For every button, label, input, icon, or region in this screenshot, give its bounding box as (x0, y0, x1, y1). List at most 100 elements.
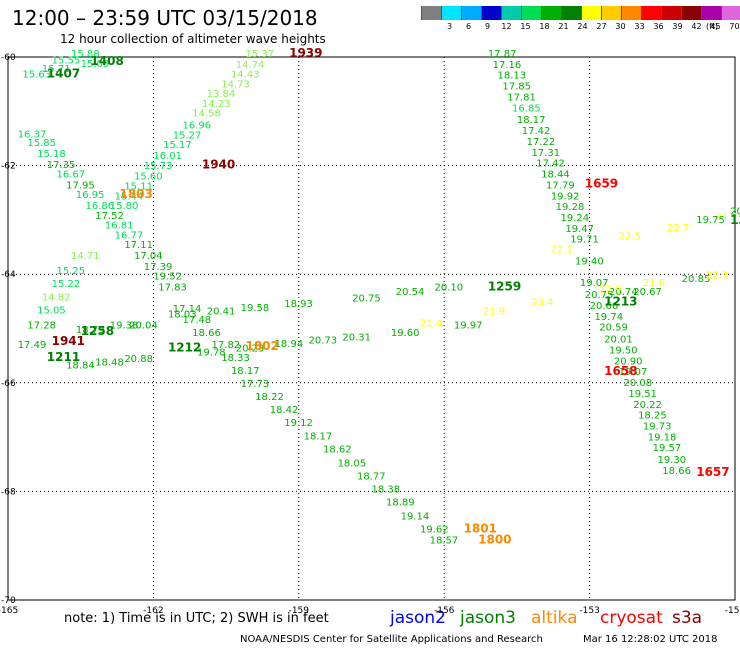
wave-height-label: 16.37 (18, 129, 47, 140)
wave-height-label: 19.60 (391, 328, 420, 339)
wave-height-label: 15.25 (56, 266, 85, 277)
wave-height-label: 15.05 (37, 305, 66, 316)
x-tick-label: -162 (143, 606, 163, 616)
wave-height-label: 16.01 (153, 151, 182, 162)
wave-height-label: 13.84 (207, 89, 236, 100)
wave-height-label: 20.10 (435, 282, 464, 293)
wave-height-label: 15.44 (115, 191, 144, 202)
satellite-jason2: jason2 (390, 608, 446, 628)
legend-swatch (441, 6, 461, 20)
wave-height-label: 19.40 (575, 256, 604, 267)
wave-height-label: 18.03 (168, 310, 197, 321)
wave-height-label: 20.88 (124, 354, 153, 365)
legend-label: 6 (465, 22, 472, 31)
wave-height-label: 20.41 (207, 306, 236, 317)
wave-height-label: 20.74 (609, 287, 638, 298)
wave-height-label: 17.28 (27, 321, 56, 332)
pass-time-label: 1800 (478, 533, 511, 547)
wave-height-label: 16.86 (86, 201, 115, 212)
wave-height-label: 19.47 (565, 224, 594, 235)
wave-height-label: 19.50 (609, 345, 638, 356)
y-tick-label: -64 (1, 270, 16, 280)
wave-height-label: 20.23 (236, 343, 265, 354)
pass-time-label: 1801 (464, 522, 497, 536)
wave-height-label: 18.93 (284, 299, 313, 310)
wave-height-label: 17.16 (493, 60, 522, 71)
pass-time-label: 1941 (52, 334, 85, 348)
wave-height-label: 17.82 (212, 340, 241, 351)
x-tick-label: -165 (0, 606, 18, 616)
legend-swatch (421, 6, 441, 20)
pass-time-label: 1259 (488, 279, 521, 293)
wave-height-label: 14.58 (192, 109, 221, 120)
satellite-altika: altika (531, 608, 578, 628)
wave-height-label: 15.73 (144, 161, 173, 172)
wave-height-label: 14.73 (221, 79, 250, 90)
satellite-s3a: s3a (672, 608, 703, 628)
wave-height-label: 21.7 (716, 212, 738, 223)
wave-height-label: 18.17 (231, 366, 260, 377)
wave-height-label: 22.1 (551, 244, 573, 255)
wave-height-label: 15.88 (71, 49, 100, 60)
color-legend (421, 6, 740, 20)
wave-height-label: 15.37 (245, 49, 274, 60)
wave-height-label: 22.7 (667, 223, 689, 234)
wave-height-label: 19.52 (153, 272, 182, 283)
pass-time-label: 1211 (47, 350, 80, 364)
y-tick-label: -70 (1, 596, 16, 606)
wave-height-label: 20.54 (396, 287, 425, 298)
legend-swatch (541, 6, 561, 20)
legend-label: 27 (596, 22, 607, 31)
legend-label: 3 (446, 22, 453, 31)
pass-time-label: 1212 (168, 340, 201, 354)
wave-height-label: 23.4 (531, 298, 553, 309)
wave-height-label: 18.25 (638, 411, 667, 422)
wave-height-label: 14.43 (231, 70, 260, 81)
wave-height-label: 19.78 (197, 348, 226, 359)
legend-swatch (681, 6, 701, 20)
wave-height-label: 20.56 (730, 206, 740, 217)
pass-time-label: 1408 (90, 54, 123, 68)
wave-height-label: 18.13 (498, 71, 527, 82)
legend-label: 12 (501, 22, 512, 31)
legend-label: 21 (558, 22, 569, 31)
wave-height-label: 20.08 (624, 378, 653, 389)
wave-height-label: 21.6 (643, 278, 665, 289)
wave-height-label: 20.59 (599, 323, 628, 334)
wave-height-label: 19.24 (561, 213, 590, 224)
wave-height-label: 18.66 (662, 466, 691, 477)
pass-time-label: 1939 (289, 46, 322, 60)
color-legend-labels: 3 6 9 12 15 18 21 24 27 30 33 36 39 42 45 70 (421, 22, 740, 31)
legend-label: 70 (729, 22, 740, 31)
legend-label: 33 (634, 22, 645, 31)
legend-label: 42 (691, 22, 702, 31)
chart-subtitle: 12 hour collection of altimeter wave hei… (60, 32, 326, 46)
legend-swatch (641, 6, 661, 20)
wave-height-label: 18.22 (255, 392, 284, 403)
wave-height-label: 14.23 (202, 99, 231, 110)
pass-time-label: 1657 (696, 465, 729, 479)
x-tick-label: -150 (725, 606, 740, 616)
wave-height-label: 19.28 (556, 202, 585, 213)
wave-height-label: 20.73 (308, 336, 337, 347)
timestamp-text: Mar 16 12:28:02 UTC 2018 (583, 634, 718, 645)
wave-height-label: 18.57 (430, 536, 459, 547)
wave-height-label: 17.81 (507, 92, 536, 103)
legend-swatch (481, 6, 501, 20)
wave-height-label: 19.97 (454, 321, 483, 332)
wave-height-label: 20.66 (590, 301, 619, 312)
wave-height-label: 15.22 (52, 279, 81, 290)
legend-label: 24 (577, 22, 588, 31)
wave-height-label: 20.31 (342, 332, 371, 343)
legend-swatch (521, 6, 541, 20)
wave-height-label: 15.63 (23, 70, 52, 81)
wave-height-label: 18.42 (270, 405, 299, 416)
wave-height-label: 19.57 (653, 443, 682, 454)
x-tick-label: -159 (289, 606, 310, 616)
wave-height-label: 15.80 (110, 201, 139, 212)
wave-height-label: 19.74 (594, 312, 623, 323)
pass-time-label: 1659 (585, 176, 618, 190)
wave-height-label: 14.71 (71, 251, 100, 262)
wave-height-label: 16.96 (182, 121, 211, 132)
